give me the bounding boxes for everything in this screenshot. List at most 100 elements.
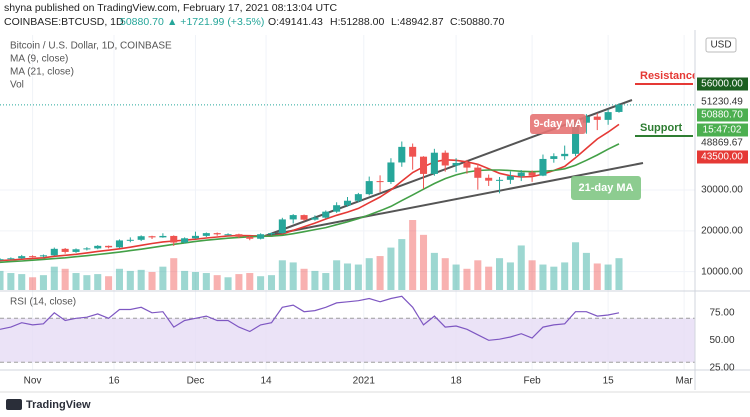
candle-body bbox=[213, 233, 221, 235]
candle-body bbox=[517, 172, 525, 177]
legend-entry: RSI (14, close) bbox=[10, 297, 76, 308]
candle-body bbox=[72, 249, 80, 252]
legend-entry: MA (9, close) bbox=[10, 54, 68, 65]
volume-bar bbox=[159, 266, 167, 290]
volume-bar bbox=[572, 242, 580, 290]
x-tick-label: 18 bbox=[451, 376, 463, 387]
volume-bar bbox=[615, 258, 623, 290]
candle-body bbox=[496, 179, 504, 181]
x-tick-label: Mar bbox=[676, 376, 694, 387]
volume-bar bbox=[50, 266, 58, 290]
rsi-tick-label: 25.00 bbox=[709, 362, 734, 373]
candle-body bbox=[582, 116, 590, 123]
candle-body bbox=[267, 233, 276, 235]
candle-body bbox=[441, 152, 449, 166]
volume-bar bbox=[322, 273, 330, 290]
volume-bar bbox=[539, 264, 547, 290]
candle-body bbox=[50, 248, 58, 256]
legend-entry: MA (21, close) bbox=[10, 67, 74, 78]
volume-bar bbox=[148, 271, 156, 290]
support-label: Support bbox=[640, 122, 682, 134]
rsi-line bbox=[0, 295, 620, 341]
candle-body bbox=[365, 181, 373, 195]
volume-bar bbox=[561, 262, 569, 290]
ma-line bbox=[0, 123, 620, 262]
candle-body bbox=[593, 116, 601, 120]
candle-body bbox=[148, 236, 156, 238]
rsi-band bbox=[0, 318, 695, 363]
candle-body bbox=[289, 215, 297, 220]
candle-body bbox=[615, 104, 623, 112]
last-price: 50880.70 bbox=[120, 16, 164, 28]
volume-bar bbox=[61, 268, 69, 290]
price-badge bbox=[697, 150, 748, 164]
volume-bar bbox=[430, 252, 438, 290]
ohlc-low: L:48942.87 bbox=[391, 16, 444, 28]
candle-body bbox=[387, 162, 395, 183]
volume-bar bbox=[463, 268, 471, 290]
candle-body bbox=[202, 233, 210, 236]
price-badge-label: 43500.00 bbox=[701, 152, 743, 163]
candle-body bbox=[191, 235, 199, 239]
volume-bar bbox=[72, 273, 80, 290]
candle-body bbox=[506, 176, 514, 180]
volume-bar bbox=[39, 275, 47, 290]
ma9-callout bbox=[530, 114, 586, 134]
x-tick-label: 15 bbox=[603, 376, 615, 387]
volume-bar bbox=[94, 274, 102, 290]
ma21-label: 21-day MA bbox=[578, 182, 633, 194]
volume-bar bbox=[0, 270, 4, 290]
byline: shyna published on TradingView.com, Febr… bbox=[4, 2, 338, 14]
x-tick-label: Feb bbox=[523, 376, 541, 387]
volume-bar bbox=[496, 258, 504, 290]
price-badge-label: 15:47:02 bbox=[703, 125, 742, 136]
volume-bar bbox=[528, 260, 536, 290]
volume-bar bbox=[191, 271, 199, 290]
candle-body bbox=[343, 200, 352, 206]
rsi-tick-label: 75.00 bbox=[709, 307, 734, 318]
volume-bar bbox=[354, 264, 362, 290]
volume-bar bbox=[452, 264, 460, 290]
price-badge bbox=[697, 108, 748, 122]
y-tick-label: 10000.00 bbox=[701, 266, 743, 277]
volume-bar bbox=[419, 234, 428, 290]
candle-body bbox=[126, 239, 134, 241]
candle-body bbox=[105, 245, 113, 248]
volume-bar bbox=[137, 269, 145, 290]
volume-bar bbox=[343, 263, 352, 290]
candle-body bbox=[170, 235, 178, 243]
candle-body bbox=[354, 194, 362, 201]
y-tick-label: 20000.00 bbox=[701, 225, 743, 236]
volume-bar bbox=[115, 268, 123, 290]
volume-bar bbox=[7, 273, 15, 290]
volume-bar bbox=[83, 275, 91, 290]
candle-body bbox=[115, 240, 123, 248]
price-badge-label: 50880.70 bbox=[701, 110, 743, 121]
volume-bar bbox=[517, 245, 525, 290]
candle-body bbox=[474, 167, 482, 178]
candle-body bbox=[83, 248, 91, 250]
volume-bar bbox=[202, 273, 210, 290]
candle-body bbox=[539, 158, 547, 176]
legend-entry: Vol bbox=[10, 80, 24, 91]
volume-bar bbox=[105, 276, 113, 290]
candle-body bbox=[528, 172, 536, 176]
volume-bar bbox=[593, 263, 601, 290]
x-tick-label: 14 bbox=[260, 376, 272, 387]
candle-body bbox=[430, 152, 438, 174]
volume-bar bbox=[398, 239, 406, 290]
candle-body bbox=[137, 236, 145, 240]
candle-body bbox=[181, 238, 189, 243]
candle-body bbox=[257, 234, 265, 239]
candle-body bbox=[452, 162, 460, 166]
price-badge bbox=[697, 77, 748, 91]
price-badge-label: 48869.67 bbox=[701, 138, 743, 149]
candle-body bbox=[485, 177, 493, 181]
candle-body bbox=[246, 236, 254, 239]
volume-bar bbox=[246, 273, 254, 290]
volume-bar bbox=[387, 247, 395, 290]
x-tick-label: Nov bbox=[24, 376, 42, 387]
volume-bar bbox=[213, 275, 221, 290]
candle-body bbox=[311, 217, 319, 220]
